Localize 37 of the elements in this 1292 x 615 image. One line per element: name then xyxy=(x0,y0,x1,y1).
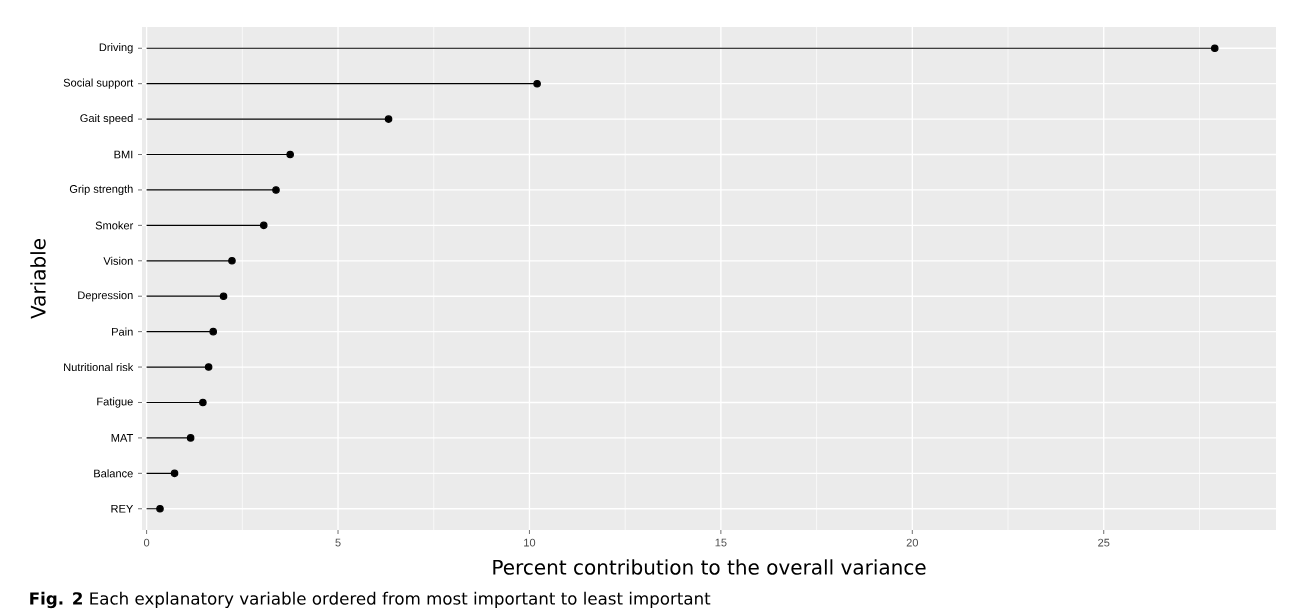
point xyxy=(272,186,280,194)
y-tick-label: Nutritional risk xyxy=(64,363,134,372)
point xyxy=(186,434,195,442)
point xyxy=(286,150,294,159)
point xyxy=(384,115,393,123)
point xyxy=(170,469,179,478)
y-axis-title: Variable xyxy=(30,239,46,319)
y-tick-label: Fatigue xyxy=(97,397,133,408)
x-tick-label: 15 xyxy=(715,538,727,547)
y-tick-label: Driving xyxy=(99,43,133,54)
point xyxy=(219,292,228,301)
y-tick-label: Pain xyxy=(112,327,133,336)
x-tick-label: 10 xyxy=(524,538,536,547)
x-tick-label: 0 xyxy=(143,538,150,547)
x-tick-label: 20 xyxy=(906,538,919,547)
y-tick-label: Depression xyxy=(78,291,133,302)
y-tick-label: Grip strength xyxy=(69,184,133,196)
x-axis-title: Percent contribution to the overall variance xyxy=(493,559,926,575)
text: Fig. 2 Each explanatory variable ordered from most important to least important xyxy=(30,591,711,609)
y-tick-label: Smoker xyxy=(95,221,134,230)
y-tick-label: REY xyxy=(111,504,134,513)
point xyxy=(259,221,268,230)
y-tick-label: MAT xyxy=(111,434,134,442)
y-tick-label: Gait speed xyxy=(80,113,133,125)
point xyxy=(209,327,218,336)
x-tick-label: 5 xyxy=(335,538,341,547)
y-tick-label: Vision xyxy=(103,256,133,265)
point xyxy=(199,398,207,407)
point xyxy=(156,504,164,513)
point xyxy=(204,363,213,371)
point xyxy=(1210,44,1219,53)
point xyxy=(228,257,236,265)
x-tick-label: 25 xyxy=(1098,538,1110,547)
y-tick-label: Balance xyxy=(94,469,133,478)
point xyxy=(533,79,541,88)
y-tick-label: BMI xyxy=(114,150,133,159)
y-tick-label: Social support xyxy=(63,78,134,89)
